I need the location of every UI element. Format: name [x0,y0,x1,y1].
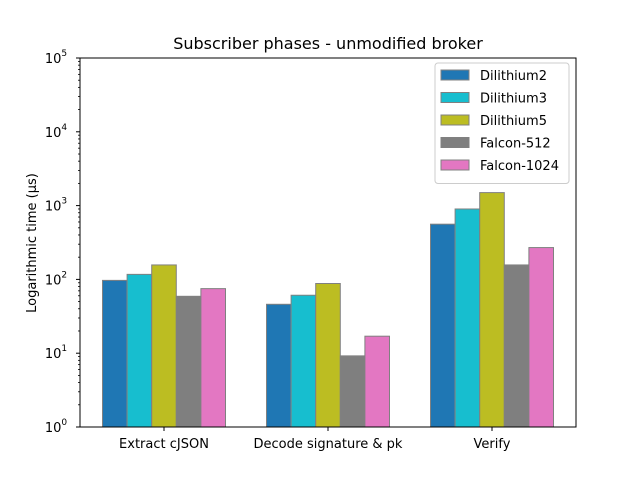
bar-dilithium2-decode-signature-pk [266,303,292,428]
chart-title: Subscriber phases - unmodified broker [173,34,483,53]
y-tick-label: 104 [45,123,68,141]
bar-falcon-512-extract-cjson [175,295,202,428]
y-axis-ticks: 100 101 102 103 104 105 [45,49,80,436]
bar-dilithium2-verify [430,223,456,428]
legend-swatch-falcon-512 [440,137,470,148]
bar-dilithium5-extract-cjson [151,264,177,428]
legend-label-dilithium3: Dilithium3 [480,92,547,107]
bar-falcon-512-decode-signature-pk [339,355,366,428]
bars-layer [102,192,555,428]
legend-label-falcon-512: Falcon-512 [480,137,551,152]
bar-falcon-512-verify [503,264,530,428]
bar-dilithium5-verify [479,192,505,428]
legend: Dilithium2 Dilithium3 Dilithium5 Falcon-512… [434,62,570,184]
x-tick-label-verify: Verify [474,437,511,452]
legend-swatch-dilithium2 [440,69,470,81]
y-axis-label: Logarithmic time (µs) [25,173,40,313]
legend-swatch-dilithium3 [440,92,470,103]
legend-swatch-falcon-1024 [440,159,470,171]
bar-dilithium2-extract-cjson [102,279,128,428]
legend-swatch-dilithium5 [440,114,470,126]
plot-area-frame [79,57,577,428]
y-tick-label: 101 [45,344,67,362]
x-axis-ticks: Extract cJSON Decode signature & pk Verify [119,427,511,452]
y-tick-label: 102 [45,270,67,288]
y-tick-label: 105 [45,49,67,67]
bar-dilithium5-decode-signature-pk [315,283,341,428]
legend-label-falcon-1024: Falcon-1024 [480,159,559,174]
y-tick-label: 103 [45,197,67,215]
y-tick-label: 100 [45,418,68,436]
x-tick-label-extract-cjson: Extract cJSON [119,437,209,452]
bar-falcon-1024-verify [528,247,555,428]
x-tick-label-decode-signature-pk: Decode signature & pk [254,437,403,452]
bar-dilithium3-extract-cjson [126,273,153,428]
bar-dilithium3-verify [454,208,481,428]
bar-falcon-1024-extract-cjson [200,288,226,428]
bar-falcon-1024-decode-signature-pk [364,335,390,428]
bar-dilithium3-decode-signature-pk [290,294,317,428]
legend-label-dilithium2: Dilithium2 [480,69,547,84]
legend-label-dilithium5: Dilithium5 [480,114,547,129]
